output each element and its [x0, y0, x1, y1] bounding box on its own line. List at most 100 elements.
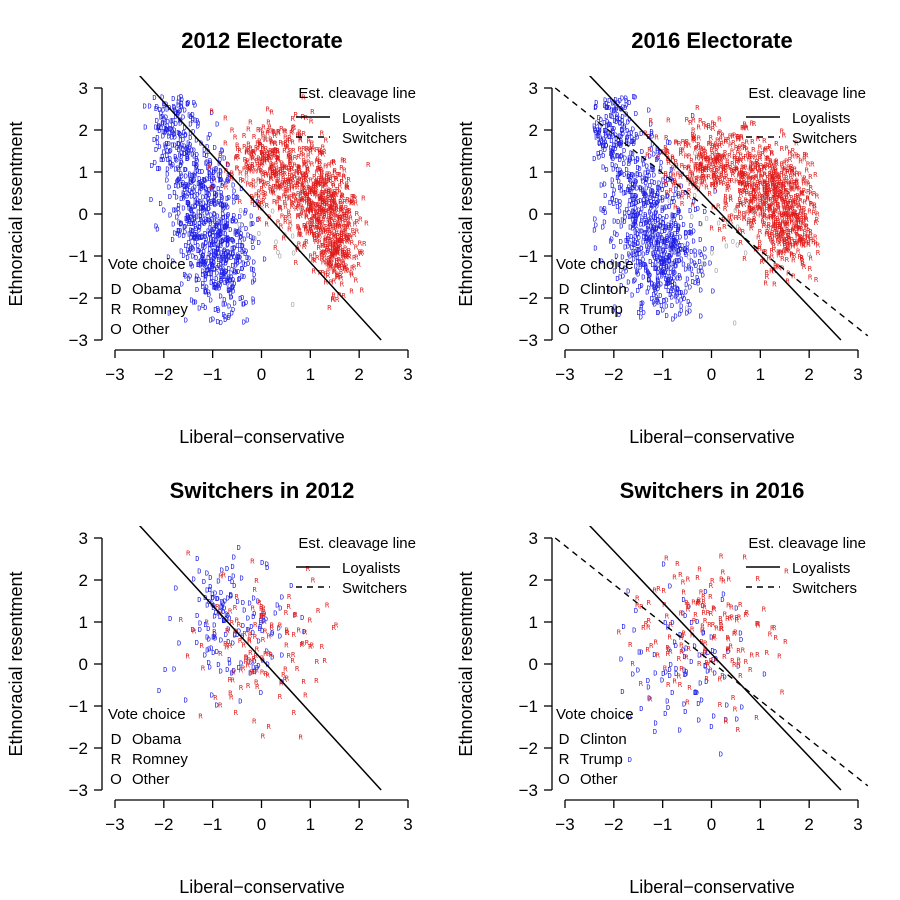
data-point-r: R	[344, 204, 349, 212]
data-point-d: D	[176, 129, 180, 137]
data-point-r: R	[327, 259, 332, 267]
data-point-d: D	[190, 172, 194, 180]
data-point-r: R	[347, 247, 352, 255]
data-point-r: R	[333, 200, 338, 208]
data-point-r: R	[766, 145, 771, 153]
data-point-d: D	[232, 280, 236, 288]
data-point-r: R	[333, 198, 338, 206]
data-point-d: D	[238, 233, 242, 241]
data-point-r: R	[342, 198, 347, 206]
data-point-r: R	[744, 180, 749, 188]
data-point-d: D	[217, 229, 221, 237]
data-point-d: D	[647, 695, 651, 703]
data-point-r: R	[318, 158, 323, 166]
data-point-r: R	[664, 180, 669, 188]
data-point-d: D	[224, 236, 228, 244]
data-point-d: D	[672, 237, 676, 245]
data-point-d: D	[616, 218, 620, 226]
data-point-r: R	[272, 198, 277, 206]
data-point-d: D	[658, 149, 662, 157]
data-point-r: R	[297, 627, 302, 635]
data-point-r: R	[268, 154, 273, 162]
data-point-r: R	[318, 178, 323, 186]
data-point-d: D	[199, 249, 203, 257]
data-point-r: R	[308, 190, 313, 198]
data-point-d: D	[660, 197, 664, 205]
data-point-r: R	[713, 156, 718, 164]
data-point-r: R	[335, 186, 340, 194]
data-point-d: D	[630, 292, 634, 300]
data-point-r: R	[692, 137, 697, 145]
data-point-d: D	[212, 225, 216, 233]
data-point-r: R	[300, 197, 305, 205]
data-point-d: D	[234, 218, 238, 226]
data-point-r: R	[360, 249, 365, 257]
data-point-r: R	[309, 208, 314, 216]
data-point-d: D	[625, 286, 629, 294]
data-point-d: D	[161, 119, 165, 127]
data-point-r: R	[312, 214, 317, 222]
data-point-d: D	[219, 273, 223, 281]
data-point-r: R	[772, 185, 777, 193]
data-point-r: R	[793, 197, 798, 205]
data-point-d: D	[184, 183, 188, 191]
data-point-r: R	[724, 163, 729, 171]
data-point-r: R	[317, 209, 322, 217]
data-point-r: R	[308, 228, 313, 236]
data-point-d: D	[685, 276, 689, 284]
data-point-d: D	[238, 246, 242, 254]
data-point-r: R	[802, 263, 807, 271]
data-point-r: R	[328, 236, 333, 244]
data-point-r: R	[302, 222, 307, 230]
data-point-d: D	[677, 190, 681, 198]
data-point-r: R	[782, 205, 787, 213]
data-point-r: R	[745, 210, 750, 218]
data-point-r: R	[179, 616, 184, 624]
data-point-d: D	[246, 260, 250, 268]
data-point-r: R	[317, 146, 322, 154]
data-point-r: R	[308, 207, 313, 215]
data-point-d: D	[639, 648, 643, 656]
data-point-d: D	[648, 234, 652, 242]
data-point-r: R	[762, 164, 767, 172]
data-point-r: R	[275, 154, 280, 162]
data-point-r: R	[778, 231, 783, 239]
data-point-d: D	[635, 212, 639, 220]
data-point-d: D	[155, 139, 159, 147]
data-point-d: D	[655, 156, 659, 164]
data-point-r: R	[324, 181, 329, 189]
data-point-d: D	[683, 245, 687, 253]
data-point-r: R	[718, 676, 723, 684]
data-point-r: R	[252, 149, 257, 157]
data-point-r: R	[806, 241, 811, 249]
data-point-r: R	[729, 604, 734, 612]
data-point-d: D	[189, 261, 193, 269]
data-point-d: D	[639, 306, 643, 314]
data-point-r: R	[753, 195, 758, 203]
data-point-d: D	[683, 189, 687, 197]
data-point-d: D	[639, 705, 643, 713]
data-point-r: R	[814, 219, 819, 227]
data-point-r: R	[806, 188, 811, 196]
data-point-r: R	[688, 169, 693, 177]
data-point-d: D	[220, 225, 224, 233]
data-point-d: D	[222, 617, 226, 625]
data-point-d: D	[663, 239, 667, 247]
data-point-r: R	[255, 161, 260, 169]
data-point-r: R	[296, 153, 301, 161]
data-point-d: D	[659, 260, 663, 268]
data-point-d: D	[649, 198, 653, 206]
data-point-r: R	[286, 176, 291, 184]
data-point-r: R	[695, 155, 700, 163]
data-point-d: D	[211, 316, 215, 324]
data-point-r: R	[310, 188, 315, 196]
data-point-r: R	[305, 145, 310, 153]
data-point-r: R	[690, 176, 695, 184]
data-point-d: D	[663, 227, 667, 235]
data-point-r: R	[811, 238, 816, 246]
data-point-r: R	[238, 198, 243, 206]
data-point-d: D	[655, 199, 659, 207]
y-tick-label: −1	[519, 247, 538, 266]
data-point-r: R	[742, 188, 747, 196]
data-point-r: R	[739, 135, 744, 143]
